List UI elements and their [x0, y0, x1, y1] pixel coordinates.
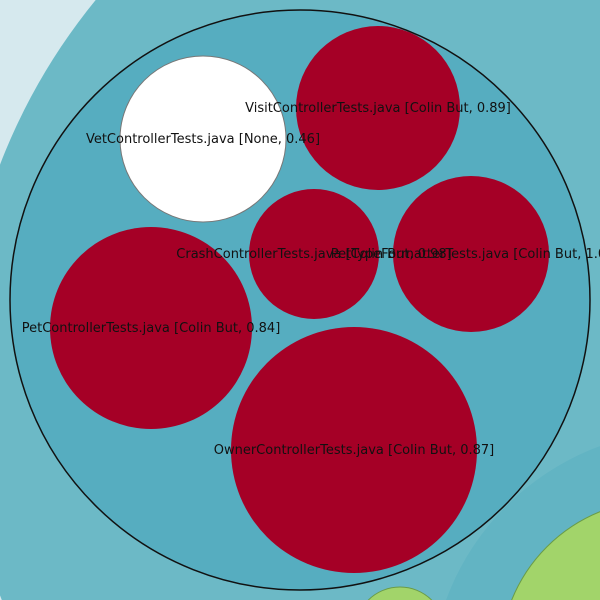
visit-controller-tests-label: VisitControllerTests.java [Colin But, 0.… — [245, 101, 511, 116]
visit-controller-tests-circle[interactable] — [296, 26, 460, 190]
crash-controller-tests-label: CrashControllerTests.java [Colin But, 0.… — [176, 247, 451, 262]
owner-controller-tests-circle[interactable] — [231, 327, 477, 573]
vet-controller-tests-label: VetControllerTests.java [None, 0.46] — [86, 132, 320, 147]
neighbor-file-circle[interactable] — [500, 500, 600, 600]
neighbor-small-file-circle[interactable] — [355, 586, 445, 600]
file-circles — [50, 26, 549, 573]
crash-controller-tests-circle[interactable] — [249, 189, 379, 319]
vet-controller-tests-circle[interactable] — [119, 55, 287, 223]
pet-controller-tests-label: PetControllerTests.java [Colin But, 0.84… — [22, 321, 281, 336]
pet-type-formatter-tests-label: PetTypeFormatterTests.java [Colin But, 1… — [331, 247, 600, 262]
pet-controller-tests-circle[interactable] — [50, 227, 252, 429]
file-labels: VisitControllerTests.java [Colin But, 0.… — [22, 101, 600, 458]
pet-type-formatter-tests-circle[interactable] — [393, 176, 549, 332]
owner-controller-tests-label: OwnerControllerTests.java [Colin But, 0.… — [214, 443, 495, 458]
